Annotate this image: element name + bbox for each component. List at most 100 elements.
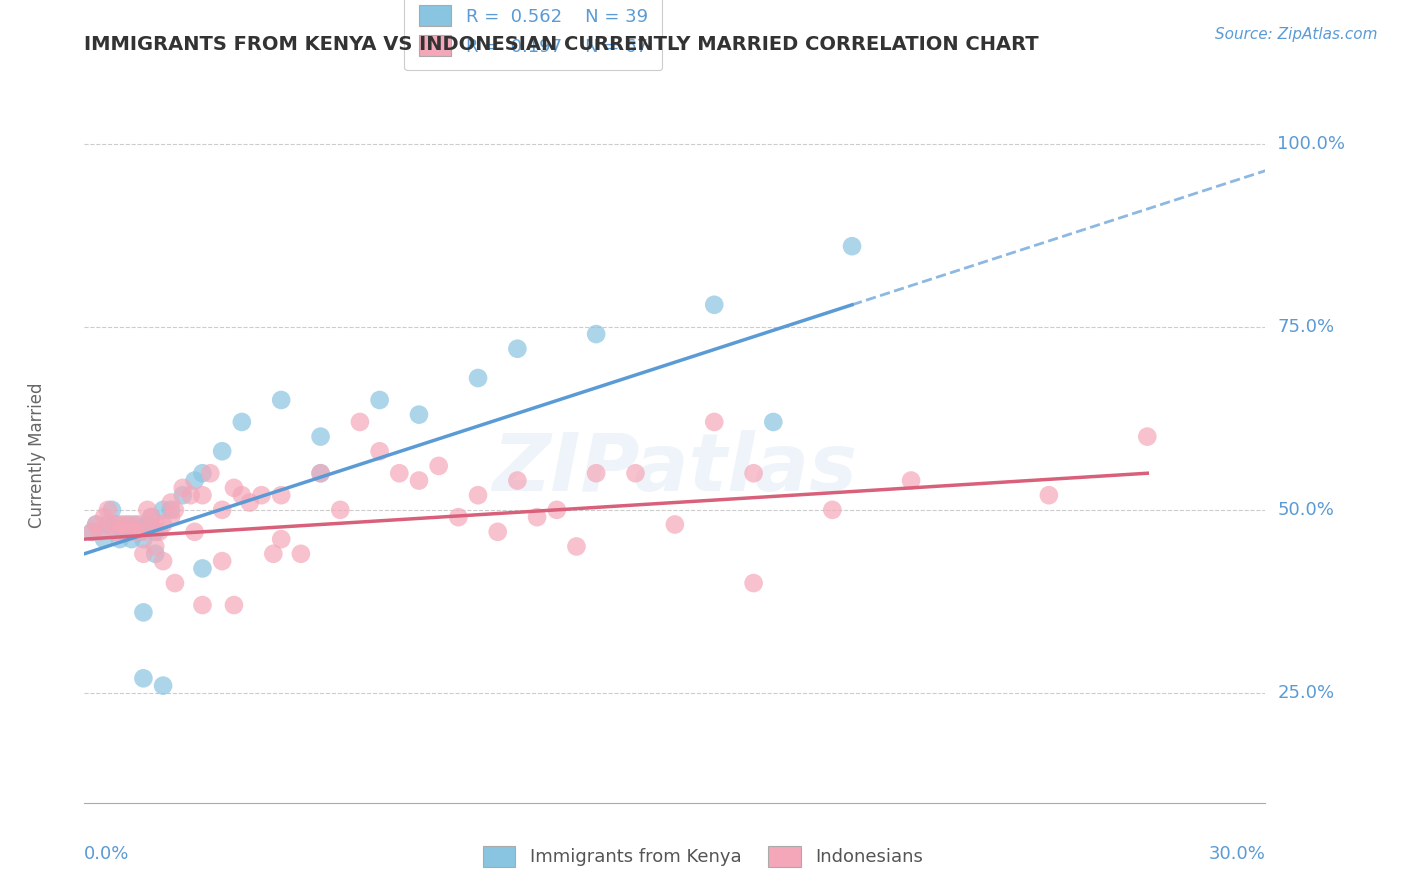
Text: Currently Married: Currently Married bbox=[28, 382, 46, 528]
Point bbox=[1136, 429, 1159, 443]
Text: 25.0%: 25.0% bbox=[1277, 684, 1334, 702]
Point bbox=[160, 495, 183, 509]
Point bbox=[703, 298, 725, 312]
Point bbox=[183, 474, 205, 488]
Point bbox=[349, 415, 371, 429]
Point bbox=[112, 517, 135, 532]
Point bbox=[664, 517, 686, 532]
Point bbox=[97, 503, 120, 517]
Point bbox=[143, 547, 166, 561]
Point bbox=[82, 524, 104, 539]
Point bbox=[821, 503, 844, 517]
Point bbox=[211, 503, 233, 517]
Text: IMMIGRANTS FROM KENYA VS INDONESIAN CURRENTLY MARRIED CORRELATION CHART: IMMIGRANTS FROM KENYA VS INDONESIAN CURR… bbox=[84, 35, 1039, 54]
Point bbox=[152, 517, 174, 532]
Point bbox=[742, 576, 765, 591]
Point bbox=[900, 474, 922, 488]
Point bbox=[112, 524, 135, 539]
Point bbox=[143, 517, 166, 532]
Point bbox=[585, 467, 607, 481]
Text: 50.0%: 50.0% bbox=[1277, 500, 1334, 519]
Point bbox=[447, 510, 470, 524]
Point bbox=[82, 524, 104, 539]
Point bbox=[183, 524, 205, 539]
Text: 75.0%: 75.0% bbox=[1277, 318, 1334, 335]
Point bbox=[108, 532, 131, 546]
Point bbox=[290, 547, 312, 561]
Point bbox=[191, 488, 214, 502]
Point bbox=[191, 598, 214, 612]
Point bbox=[152, 554, 174, 568]
Point bbox=[222, 598, 245, 612]
Point bbox=[124, 524, 146, 539]
Point bbox=[250, 488, 273, 502]
Point bbox=[104, 524, 127, 539]
Point bbox=[388, 467, 411, 481]
Point bbox=[309, 429, 332, 443]
Point bbox=[368, 444, 391, 458]
Point bbox=[191, 467, 214, 481]
Point bbox=[108, 517, 131, 532]
Point bbox=[163, 503, 186, 517]
Legend: R =  0.562    N = 39, R =  0.197    N = 67: R = 0.562 N = 39, R = 0.197 N = 67 bbox=[404, 0, 662, 70]
Point bbox=[841, 239, 863, 253]
Point bbox=[270, 488, 292, 502]
Point bbox=[172, 481, 194, 495]
Point bbox=[506, 342, 529, 356]
Point bbox=[124, 517, 146, 532]
Point bbox=[467, 488, 489, 502]
Point bbox=[585, 327, 607, 342]
Point bbox=[152, 503, 174, 517]
Point bbox=[506, 474, 529, 488]
Point bbox=[143, 524, 166, 539]
Point bbox=[467, 371, 489, 385]
Point bbox=[152, 679, 174, 693]
Point bbox=[624, 467, 647, 481]
Point bbox=[565, 540, 588, 554]
Point bbox=[231, 415, 253, 429]
Point bbox=[211, 554, 233, 568]
Point bbox=[132, 524, 155, 539]
Point bbox=[97, 517, 120, 532]
Legend: Immigrants from Kenya, Indonesians: Immigrants from Kenya, Indonesians bbox=[475, 838, 931, 874]
Point bbox=[546, 503, 568, 517]
Point bbox=[200, 467, 222, 481]
Point bbox=[121, 517, 143, 532]
Text: Source: ZipAtlas.com: Source: ZipAtlas.com bbox=[1215, 27, 1378, 42]
Point bbox=[742, 467, 765, 481]
Point bbox=[180, 488, 202, 502]
Point bbox=[191, 561, 214, 575]
Point bbox=[211, 444, 233, 458]
Point bbox=[762, 415, 785, 429]
Point bbox=[408, 408, 430, 422]
Point bbox=[89, 524, 111, 539]
Point bbox=[136, 517, 159, 532]
Point bbox=[703, 415, 725, 429]
Point bbox=[309, 467, 332, 481]
Point bbox=[368, 392, 391, 407]
Point bbox=[163, 576, 186, 591]
Point bbox=[121, 532, 143, 546]
Point bbox=[132, 532, 155, 546]
Point bbox=[270, 392, 292, 407]
Point bbox=[427, 458, 450, 473]
Point bbox=[148, 524, 170, 539]
Point bbox=[84, 517, 107, 532]
Point bbox=[117, 524, 139, 539]
Point bbox=[526, 510, 548, 524]
Point bbox=[132, 671, 155, 685]
Point bbox=[132, 547, 155, 561]
Point bbox=[1038, 488, 1060, 502]
Point bbox=[141, 510, 163, 524]
Point bbox=[408, 474, 430, 488]
Point bbox=[136, 503, 159, 517]
Point bbox=[143, 540, 166, 554]
Point bbox=[128, 524, 150, 539]
Text: ZIPatlas: ZIPatlas bbox=[492, 430, 858, 508]
Text: 0.0%: 0.0% bbox=[84, 845, 129, 863]
Point bbox=[141, 510, 163, 524]
Point bbox=[128, 517, 150, 532]
Point bbox=[309, 467, 332, 481]
Text: 100.0%: 100.0% bbox=[1277, 135, 1346, 153]
Point bbox=[101, 517, 124, 532]
